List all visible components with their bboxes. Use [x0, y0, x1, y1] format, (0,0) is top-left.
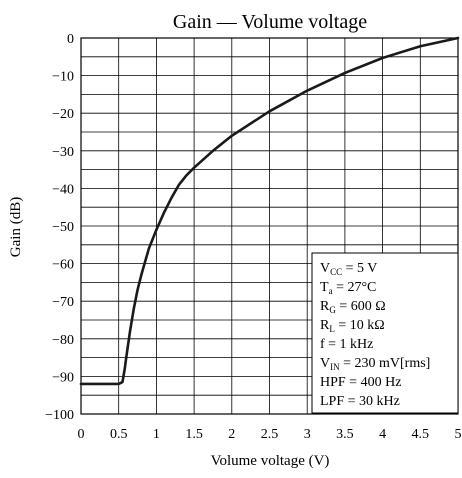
y-tick-label: −50: [52, 220, 74, 235]
x-tick-label: 3.5: [336, 427, 354, 442]
y-tick-label: −80: [52, 333, 74, 348]
conditions-line: RG = 600 Ω: [320, 299, 386, 315]
y-tick-label: −30: [52, 145, 74, 160]
x-tick-label: 4.5: [412, 427, 430, 442]
x-tick-label: 1: [153, 427, 160, 442]
y-tick-label: −10: [52, 70, 74, 85]
y-axis-label: Gain (dB): [8, 197, 24, 257]
conditions-box-frame: [311, 252, 459, 414]
conditions-line: VCC = 5 V: [320, 261, 377, 277]
conditions-line: HPF = 400 Hz: [320, 375, 401, 390]
y-tick-label: 0: [67, 32, 74, 47]
x-tick-label: 3: [304, 427, 311, 442]
y-tick-label: −40: [52, 182, 74, 197]
x-tick-label: 0: [78, 427, 85, 442]
conditions-box: VCC = 5 V Ta = 27°C RG = 600 Ω RL = 10 kΩ f …: [311, 252, 459, 414]
conditions-line: VIN = 230 mV[rms]: [320, 356, 430, 372]
x-tick-label: 4: [379, 427, 386, 442]
chart-title: Gain — Volume voltage: [173, 11, 367, 33]
y-tick-label: −60: [52, 258, 74, 273]
plot-frame: [80, 37, 459, 415]
x-tick-label: 1.5: [185, 427, 203, 442]
conditions-line: RL = 10 kΩ: [320, 318, 385, 334]
x-tick-label: 0.5: [110, 427, 128, 442]
y-tick-label: −70: [52, 295, 74, 310]
x-tick-label: 2: [228, 427, 235, 442]
conditions-line: Ta = 27°C: [320, 280, 376, 296]
series-line: [79, 36, 460, 386]
y-tick-label: −100: [45, 408, 74, 423]
y-tick-label: −20: [52, 107, 74, 122]
conditions-line: LPF = 30 kHz: [320, 394, 400, 409]
x-tick-label: 2.5: [261, 427, 279, 442]
x-tick-label: 5: [455, 427, 462, 442]
conditions-line: f = 1 kHz: [320, 337, 373, 352]
tick-labels: 0 0.5 1 1.5 2 2.5 3 3.5 4 4.5 5 0 −10 −20 −30 −40 −50 −60…: [45, 32, 461, 442]
y-tick-label: −90: [52, 370, 74, 385]
x-axis-label: Volume voltage (V): [211, 453, 330, 469]
